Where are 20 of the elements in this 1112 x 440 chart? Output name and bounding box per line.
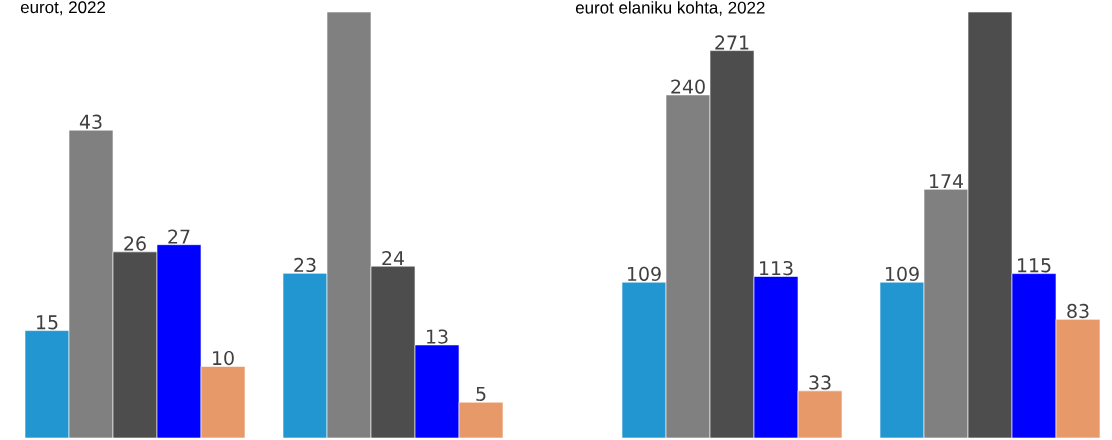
chart-title: eurot elaniku kohta, 2022 [575,1,765,16]
data-label: 113 [760,260,793,276]
data-label: 109 [886,266,919,281]
data-label: 15 [37,315,58,330]
data-label: 23 [294,257,316,273]
data-label: 33 [809,375,831,390]
data-label: 5 [476,386,486,401]
data-label: 43 [79,114,102,129]
data-label: 240 [671,79,705,94]
chart-title: eurot, 2022 [20,1,106,16]
data-label: 83 [1067,303,1089,319]
data-label: 24 [382,250,404,265]
data-label: 27 [168,229,190,244]
data-label: 13 [427,329,448,344]
data-label: 115 [1018,258,1051,273]
data-label: 26 [124,236,146,251]
data-label: 109 [628,266,661,281]
data-label: 271 [715,35,749,50]
data-label: 10 [213,350,234,366]
data-label: 174 [930,174,963,189]
